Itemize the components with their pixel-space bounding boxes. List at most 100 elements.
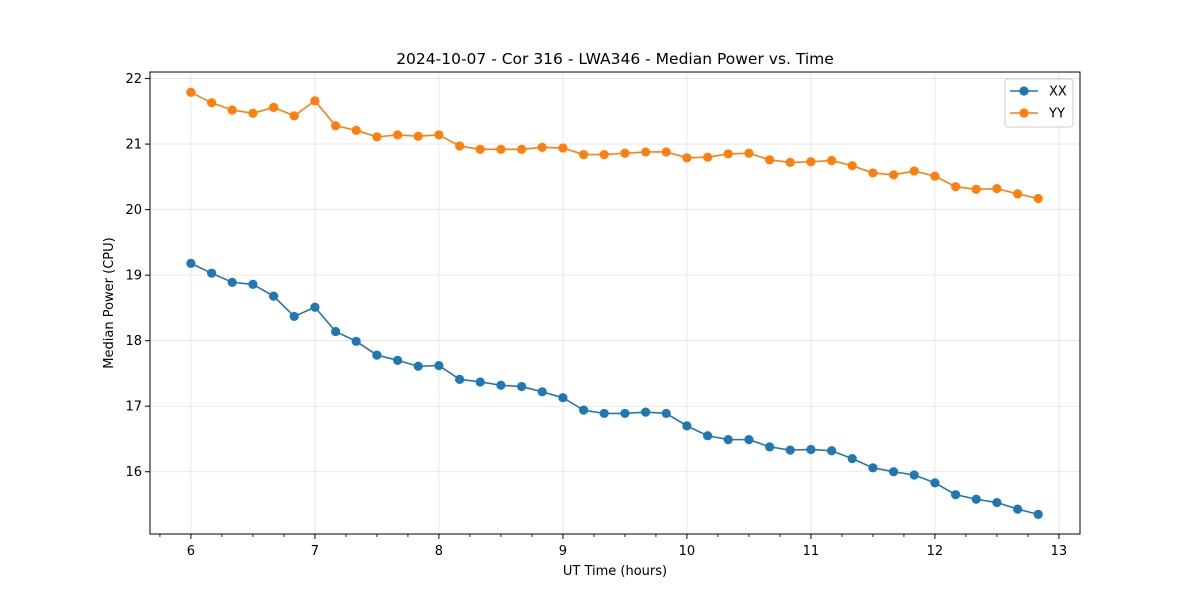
data-point-yy — [455, 141, 465, 151]
data-point-xx — [765, 442, 775, 452]
data-point-xx — [1033, 509, 1043, 519]
data-point-xx — [827, 446, 837, 456]
data-point-xx — [331, 326, 341, 337]
data-point-xx — [868, 463, 878, 473]
data-point-yy — [1033, 193, 1043, 204]
data-point-yy — [971, 184, 981, 194]
data-point-yy — [558, 143, 568, 153]
data-point-xx — [393, 355, 403, 365]
y-tick-label: 16 — [125, 465, 142, 480]
data-point-xx — [620, 408, 630, 419]
x-tick-label: 10 — [679, 544, 696, 559]
data-point-yy — [744, 148, 754, 158]
data-point-yy — [909, 166, 919, 176]
data-point-yy — [889, 170, 899, 180]
legend-marker-yy — [1019, 108, 1029, 118]
data-point-xx — [248, 279, 258, 289]
data-point-yy — [310, 96, 320, 106]
data-point-yy — [806, 157, 816, 167]
data-point-xx — [227, 277, 237, 287]
data-point-xx — [951, 490, 961, 500]
data-point-xx — [579, 405, 589, 415]
data-point-yy — [248, 108, 258, 118]
data-point-xx — [434, 360, 444, 371]
data-point-xx — [289, 311, 299, 322]
data-point-yy — [351, 125, 361, 135]
data-point-yy — [289, 111, 299, 121]
data-point-yy — [847, 161, 857, 171]
tick-layer: 6 7 8 9 10 11 12 13 16 17 18 19 20 21 22 — [125, 72, 1067, 559]
data-point-yy — [620, 148, 630, 158]
data-point-xx — [455, 374, 465, 384]
data-point-xx — [1013, 504, 1023, 514]
x-tick-label: 8 — [435, 544, 443, 559]
y-tick-label: 19 — [125, 269, 142, 284]
grid-layer — [150, 72, 1080, 534]
data-point-yy — [785, 157, 795, 168]
data-point-xx — [744, 435, 754, 445]
data-point-xx — [785, 445, 795, 455]
data-point-yy — [227, 105, 237, 115]
data-point-yy — [703, 152, 713, 162]
data-point-xx — [703, 431, 713, 441]
y-tick-label: 17 — [125, 400, 142, 415]
data-point-xx — [930, 478, 940, 488]
data-point-yy — [186, 87, 196, 97]
legend-label-xx: XX — [1049, 85, 1067, 100]
legend-marker-xx — [1019, 86, 1029, 96]
data-point-xx — [537, 387, 547, 397]
data-point-xx — [682, 421, 692, 431]
data-point-yy — [207, 98, 217, 108]
data-point-yy — [331, 121, 341, 131]
data-point-yy — [413, 131, 423, 141]
y-tick-label: 20 — [125, 203, 142, 218]
x-tick-label: 11 — [803, 544, 820, 559]
data-point-yy — [372, 132, 382, 142]
x-tick-label: 6 — [187, 544, 195, 559]
x-tick-label: 13 — [1051, 544, 1068, 559]
series-layer — [186, 87, 1043, 519]
data-point-xx — [496, 380, 506, 390]
data-point-yy — [661, 147, 671, 157]
data-point-xx — [186, 258, 196, 268]
chart-title: 2024-10-07 - Cor 316 - LWA346 - Median P… — [396, 50, 834, 68]
data-point-yy — [599, 149, 609, 160]
x-axis-label: UT Time (hours) — [563, 564, 667, 579]
data-point-xx — [351, 336, 361, 346]
data-point-yy — [723, 149, 733, 159]
data-point-yy — [992, 184, 1002, 194]
data-point-xx — [475, 377, 485, 387]
x-tick-label: 7 — [311, 544, 319, 559]
data-point-yy — [1013, 189, 1023, 199]
data-point-yy — [496, 144, 506, 154]
data-point-yy — [393, 130, 403, 140]
legend: XX YY — [1004, 78, 1074, 128]
data-point-xx — [992, 497, 1002, 508]
data-point-yy — [517, 144, 527, 154]
data-point-xx — [723, 435, 733, 445]
y-axis-label: Median Power (CPU) — [102, 237, 117, 368]
data-point-xx — [889, 467, 899, 477]
data-point-yy — [827, 155, 837, 166]
data-point-xx — [207, 268, 217, 278]
data-point-xx — [847, 454, 857, 464]
data-point-xx — [269, 291, 279, 301]
data-point-yy — [579, 149, 589, 160]
data-point-yy — [434, 130, 444, 140]
y-tick-label: 21 — [125, 138, 142, 153]
data-point-xx — [641, 407, 651, 417]
data-point-xx — [517, 381, 527, 392]
data-point-xx — [372, 350, 382, 360]
data-point-yy — [682, 153, 692, 163]
data-point-xx — [310, 302, 320, 312]
data-point-yy — [641, 147, 651, 157]
x-tick-label: 12 — [927, 544, 944, 559]
series-line-yy — [190, 91, 1039, 200]
data-point-xx — [661, 408, 671, 419]
data-point-xx — [909, 470, 919, 480]
data-point-xx — [599, 408, 609, 419]
plot-frame — [149, 71, 1081, 535]
data-point-yy — [269, 102, 279, 112]
